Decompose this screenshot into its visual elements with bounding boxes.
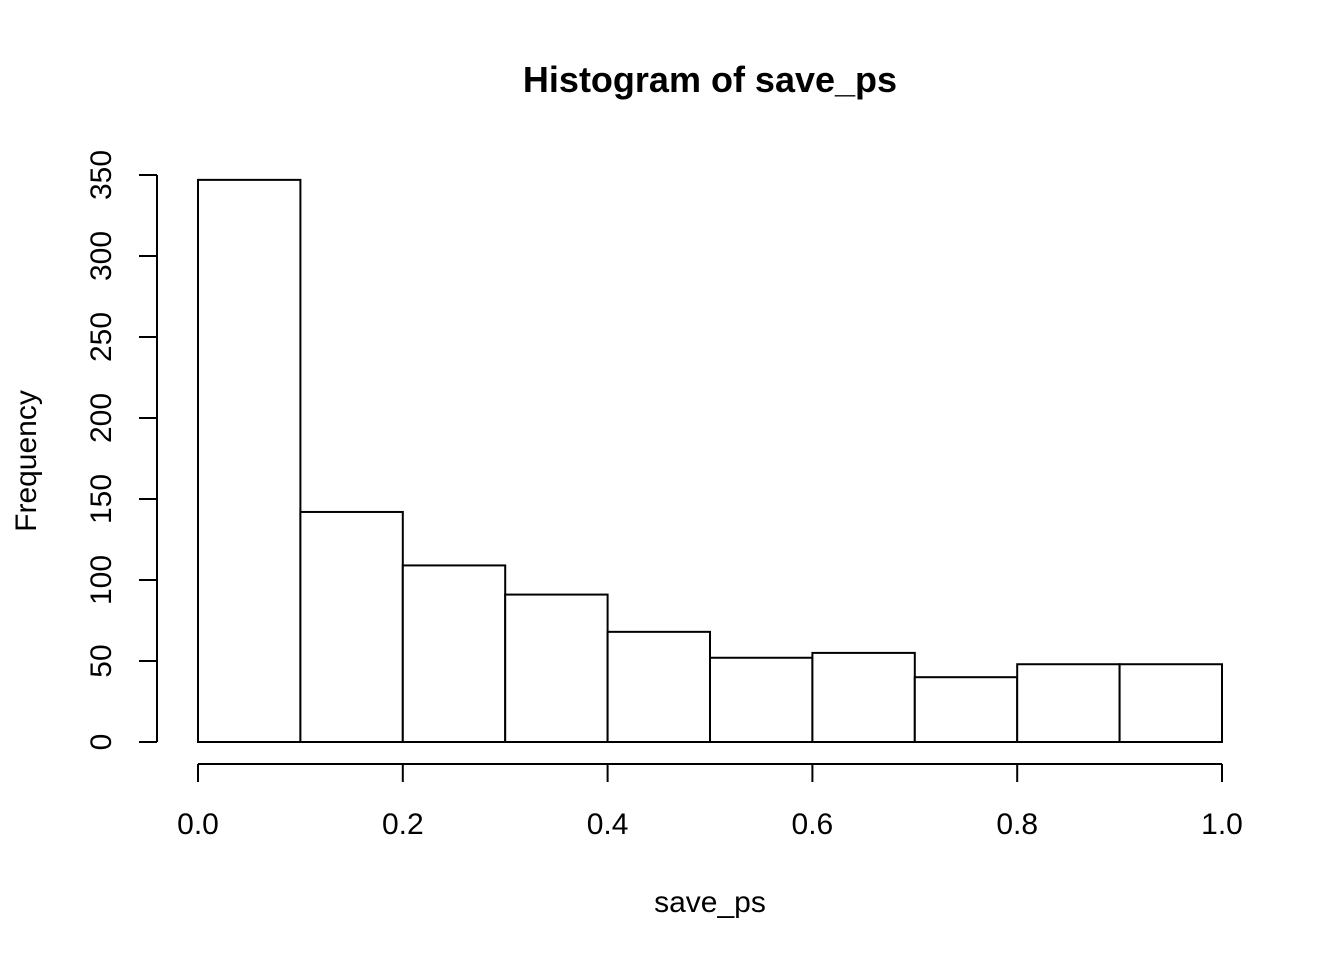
histogram-bar-1 <box>299 510 404 743</box>
x-tick-label-2: 0.4 <box>587 808 629 841</box>
histogram-bar-4 <box>606 630 711 744</box>
histogram-bar-6 <box>811 651 916 744</box>
histogram-bar-8 <box>1016 663 1121 743</box>
x-axis: 0.0 0.2 0.4 0.6 0.8 1.0 <box>177 763 1243 841</box>
bars-group <box>197 178 1223 744</box>
x-tick-label-4: 0.8 <box>996 808 1038 841</box>
x-tick-label-0: 0.0 <box>177 808 219 841</box>
y-axis: 0 50 100 150 200 250 300 350 <box>85 150 158 751</box>
histogram-bar-3 <box>504 593 609 744</box>
histogram-bar-5 <box>709 656 814 744</box>
histogram-bar-2 <box>401 564 507 743</box>
y-tick-label-7: 350 <box>85 150 118 200</box>
y-tick-label-3: 150 <box>85 474 118 524</box>
x-tick-label-5: 1.0 <box>1201 808 1243 841</box>
x-tick-label-3: 0.6 <box>792 808 834 841</box>
y-tick-label-1: 50 <box>85 644 118 677</box>
histogram-bar-9 <box>1118 663 1223 743</box>
y-tick-label-4: 200 <box>85 393 118 443</box>
y-tick-label-0: 0 <box>85 734 118 751</box>
y-tick-label-2: 100 <box>85 555 118 605</box>
y-axis-label: Frequency <box>10 390 43 532</box>
x-axis-label: save_ps <box>654 886 766 919</box>
chart-title: Histogram of save_ps <box>523 59 897 100</box>
x-tick-label-1: 0.2 <box>382 808 424 841</box>
y-tick-label-5: 250 <box>85 312 118 362</box>
histogram-bar-0 <box>197 178 302 744</box>
y-tick-label-6: 300 <box>85 231 118 281</box>
histogram-bar-7 <box>913 676 1019 744</box>
